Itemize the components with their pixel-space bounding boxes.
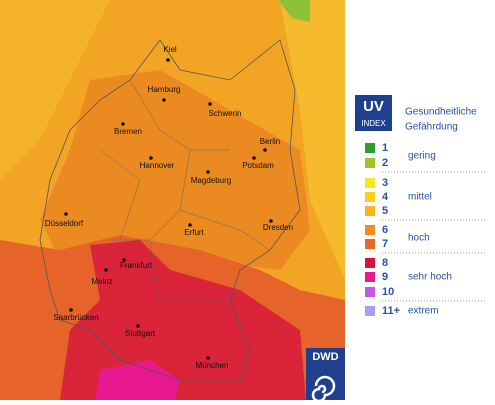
city: Stuttgart [125, 324, 156, 338]
legend-swatch [365, 272, 375, 282]
legend-swatch [365, 206, 375, 216]
legend-swatch [365, 178, 375, 188]
area-5-east [280, 0, 345, 280]
city-label: Dresden [263, 223, 293, 232]
city-label: Schwerin [209, 109, 242, 118]
city: Schwerin [208, 102, 241, 118]
area-2 [278, 0, 310, 22]
legend-level: 11+ [382, 305, 400, 317]
logo-text: DWD [312, 351, 338, 363]
legend-level: 10 [382, 286, 394, 298]
legend-swatch [365, 287, 375, 297]
border-germany [39, 39, 301, 381]
area-5 [0, 0, 110, 180]
city-label: Saarbrücken [53, 313, 98, 322]
legend-category: extrem [408, 306, 439, 317]
city-label: Magdeburg [191, 176, 231, 185]
city-label: Berlin [260, 137, 280, 146]
city: Bremen [114, 122, 142, 136]
area-8 [60, 240, 306, 400]
city-label: Hamburg [148, 85, 181, 94]
city-label: Bremen [114, 127, 142, 136]
legend-swatch [365, 306, 375, 316]
city: Magdeburg [191, 170, 231, 185]
city: Hannover [140, 156, 175, 170]
city: Kiel [163, 45, 177, 62]
legend-level: 9 [382, 271, 388, 283]
legend-heading: Gesundheitliche [405, 107, 477, 118]
legend: UV INDEX Gesundheitliche Gefährdung 1 2 3 4… [355, 95, 485, 317]
area-9 [95, 360, 180, 400]
city-label: Potsdam [242, 161, 274, 170]
cities: Kiel Hamburg Schwerin Bremen Berlin Pots… [45, 45, 293, 370]
legend-level: 3 [382, 177, 388, 189]
legend-swatch [365, 158, 375, 168]
city: Mainz [91, 268, 113, 286]
city-label: Stuttgart [125, 329, 156, 338]
map [0, 0, 345, 400]
legend-level: 6 [382, 224, 388, 236]
city: Frankfurt [120, 258, 153, 270]
city: Hamburg [148, 85, 181, 102]
city-label: Mainz [91, 277, 112, 286]
legend-swatch [365, 225, 375, 235]
city: Erfurt [184, 223, 205, 237]
city: Dresden [263, 219, 293, 232]
legend-level: 7 [382, 238, 388, 250]
city-label: Kiel [163, 45, 177, 54]
legend-level: 1 [382, 142, 388, 154]
legend-level: 5 [382, 205, 388, 217]
city-label: Erfurt [184, 228, 204, 237]
legend-swatch [365, 143, 375, 153]
legend-category: sehr hoch [408, 272, 452, 283]
uv-badge [355, 95, 392, 131]
uv-title: UV [363, 98, 384, 115]
city: Berlin [260, 137, 280, 152]
uv-subtitle: INDEX [361, 119, 386, 128]
legend-category: gering [408, 151, 436, 162]
city-label: Hannover [140, 161, 175, 170]
city: München [196, 356, 229, 370]
legend-category: mittel [408, 192, 432, 203]
legend-swatch [365, 192, 375, 202]
legend-level: 2 [382, 157, 388, 169]
legend-level: 4 [382, 191, 389, 203]
legend-swatch [365, 239, 375, 249]
city: Düsseldorf [45, 212, 84, 228]
dwd-logo: DWD [306, 348, 345, 403]
city: Saarbrücken [53, 308, 99, 322]
city-label: Düsseldorf [45, 219, 84, 228]
area-6 [40, 70, 310, 270]
city-label: Frankfurt [120, 261, 153, 270]
city: Potsdam [242, 156, 274, 170]
border-states [99, 79, 271, 301]
legend-category: hoch [408, 233, 430, 244]
legend-level: 8 [382, 257, 388, 269]
legend-swatch [365, 258, 375, 268]
city-label: München [196, 361, 229, 370]
legend-heading: Gefährdung [405, 122, 458, 133]
